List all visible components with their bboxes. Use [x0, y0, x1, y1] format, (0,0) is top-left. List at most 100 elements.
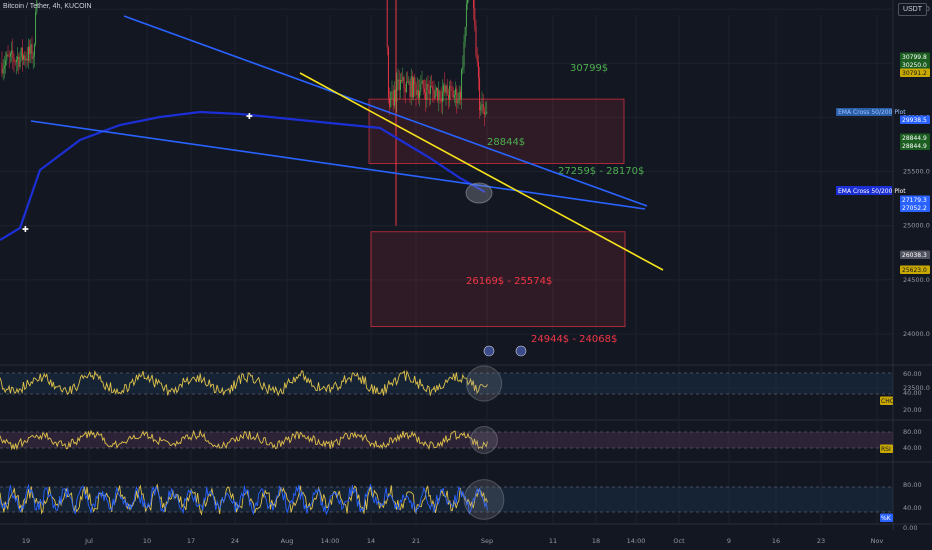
price-candle	[7, 54, 9, 57]
price-candle	[35, 12, 37, 45]
time-axis-tick: 24	[231, 537, 239, 545]
price-candles	[1, 0, 488, 126]
oscillator-line	[0, 429, 488, 451]
price-candle	[403, 77, 405, 89]
highlight-circle	[465, 182, 493, 204]
zone-label: 27259$ - 28170$	[558, 166, 644, 177]
time-axis-tick: Jul	[84, 537, 93, 545]
price-candle	[11, 50, 13, 54]
price-candle	[420, 84, 422, 92]
wedge-upper-line	[123, 15, 648, 207]
price-axis-tick: 24500.0	[903, 276, 930, 284]
ema-legend-small	[836, 108, 892, 116]
price-tag	[900, 250, 930, 259]
price-candle	[427, 83, 429, 90]
price-candle	[25, 58, 27, 61]
price-tag	[900, 68, 930, 77]
price-candle	[423, 88, 425, 93]
price-candle	[479, 77, 481, 111]
price-candle	[444, 85, 446, 93]
price-candle	[8, 56, 10, 57]
price-candle	[17, 56, 19, 60]
price-axis-tick: 24000.0	[903, 330, 930, 338]
oscillator-line	[0, 369, 488, 397]
price-candle	[434, 90, 436, 99]
price-tag-label: 27179.3	[902, 197, 927, 204]
price-candle	[397, 79, 399, 82]
pane-name-label: RSI	[881, 446, 891, 453]
price-candle	[32, 56, 34, 59]
ema-legend-small-label: EMA Cross 50/200 Plot	[838, 109, 906, 116]
price-candle	[417, 89, 419, 99]
price-candle	[447, 95, 449, 100]
ema-cross-marker: ✚	[246, 112, 253, 121]
price-tag	[900, 203, 930, 212]
time-axis-tick: 17	[187, 537, 195, 545]
price-tag-label: 28844.9	[902, 143, 927, 150]
price-candle	[5, 60, 7, 66]
price-candle	[2, 68, 4, 74]
price-tag	[900, 115, 930, 124]
oscillator-axis-tick: 60.00	[903, 370, 922, 378]
price-candle	[419, 91, 421, 99]
pane-name-tag	[880, 444, 893, 453]
price-candle	[475, 26, 477, 56]
price-candle	[449, 85, 451, 100]
currency-button[interactable]: USDT	[897, 3, 927, 16]
price-tag	[900, 133, 930, 142]
us-flag-icon	[483, 345, 495, 357]
price-candle	[413, 77, 415, 98]
time-axis-tick: 14:00	[321, 537, 340, 545]
price-candle	[401, 80, 403, 81]
price-candle	[455, 88, 457, 95]
support-zone-red-1	[368, 98, 625, 164]
price-candle	[462, 67, 464, 70]
price-candle	[485, 113, 487, 115]
time-axis-tick: 9	[727, 537, 731, 545]
price-candle	[443, 85, 445, 92]
price-candle	[19, 56, 21, 67]
pane-name-label: CHOP	[881, 398, 898, 405]
oscillator-axis-tick: 20.00	[903, 406, 922, 414]
time-axis-tick: Sep	[481, 537, 493, 545]
support-zone-red-2	[370, 231, 626, 328]
chart-title: Bitcoin / Tether, 4h, KUCOIN	[3, 3, 92, 10]
price-candle	[433, 90, 435, 99]
price-candle	[463, 41, 465, 68]
price-candle	[15, 59, 17, 63]
price-candle	[29, 46, 31, 54]
oscillator-axis-tick: 40.00	[903, 444, 922, 452]
zone-label: 28844$	[487, 137, 525, 148]
price-candle	[441, 91, 443, 102]
descending-trendline	[299, 72, 664, 271]
time-axis-tick: 14:00	[627, 537, 646, 545]
price-candle	[409, 81, 411, 98]
price-axis-tick: 25500.0	[903, 168, 930, 176]
price-candle	[390, 91, 392, 107]
time-axis-tick: 16	[772, 537, 780, 545]
price-candle	[26, 58, 28, 61]
time-axis-tick: Aug	[281, 537, 294, 545]
price-candle	[451, 87, 453, 91]
price-candle	[481, 104, 483, 106]
price-candle	[445, 85, 447, 93]
price-candle	[452, 90, 454, 98]
price-candle	[9, 53, 11, 57]
price-candle	[27, 46, 29, 61]
price-candle	[464, 26, 466, 42]
price-candle	[467, 0, 469, 4]
time-axis-tick: 11	[549, 537, 557, 545]
time-axis-tick: 10	[143, 537, 151, 545]
price-candle	[18, 56, 20, 67]
price-candle	[387, 47, 389, 98]
price-candle	[426, 83, 428, 101]
price-tag-label: 25623.0	[902, 267, 927, 274]
price-candle	[31, 44, 33, 59]
price-candle	[416, 89, 418, 96]
highlight-circle	[463, 479, 505, 520]
price-candle	[3, 65, 5, 69]
oscillator-axis-tick: 40.00	[903, 389, 922, 397]
price-candle	[36, 0, 38, 13]
pane-name-tag	[880, 513, 893, 522]
